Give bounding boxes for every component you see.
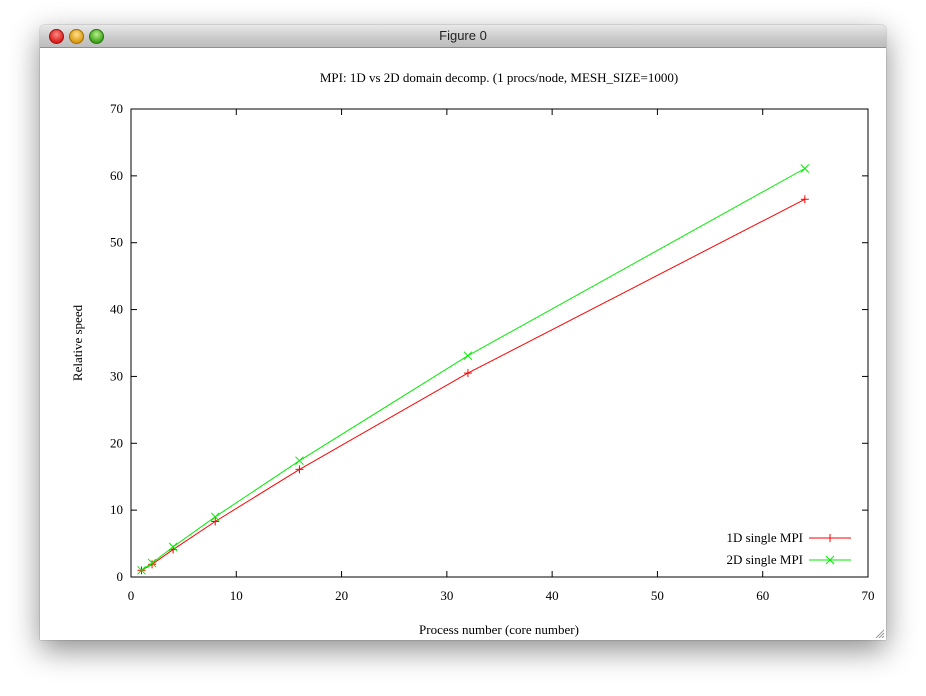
x-tick-label: 10: [230, 588, 243, 603]
close-window-button[interactable]: [49, 29, 64, 44]
series-line-2: [141, 168, 806, 571]
series-1-point: [211, 517, 220, 526]
x-tick-label: 50: [651, 588, 664, 603]
x-tick-label: 30: [440, 588, 453, 603]
y-tick-label: 0: [117, 569, 124, 584]
window-titlebar[interactable]: Figure 0: [40, 25, 886, 48]
series-2-point: [800, 164, 810, 173]
x-tick-label: 20: [335, 588, 348, 603]
y-tick-label: 10: [110, 502, 123, 517]
legend: 1D single MPI 2D single MPI: [726, 530, 851, 567]
y-tick-label: 30: [110, 368, 123, 383]
y-tick-label: 70: [110, 101, 123, 116]
series-2-point: [137, 565, 146, 575]
legend-label-2: 2D single MPI: [726, 552, 803, 567]
resize-grip-icon[interactable]: [874, 628, 884, 638]
legend-marker-1: [826, 534, 834, 542]
series-2-point: [295, 456, 304, 466]
x-tick-label: 40: [546, 588, 559, 603]
series-line-1: [141, 198, 806, 571]
plot-frame: [130, 108, 869, 578]
legend-marker-2: [825, 555, 835, 565]
chart-title: MPI: 1D vs 2D domain decomp. (1 procs/no…: [320, 70, 678, 85]
axis-ticks: 0 10 20 30 40 50 60 70 0 10 20 30 40 50 60 70: [110, 101, 875, 603]
y-tick-label: 40: [110, 302, 123, 317]
figure-window: Figure 0 MPI: 1D vs 2D domain decomp. (1…: [40, 25, 886, 640]
y-tick-label: 20: [110, 435, 123, 450]
series-2-point: [168, 542, 178, 552]
series-2-point: [147, 558, 157, 568]
window-title: Figure 0: [439, 28, 487, 43]
x-axis-label: Process number (core number): [419, 622, 579, 637]
zoom-window-button[interactable]: [89, 29, 104, 44]
x-tick-label: 0: [128, 588, 135, 603]
series-1-point: [295, 465, 304, 474]
x-tick-label: 60: [756, 588, 769, 603]
series-layer: [137, 164, 810, 575]
line-chart: MPI: 1D vs 2D domain decomp. (1 procs/no…: [70, 70, 875, 637]
series-2-point: [463, 351, 473, 361]
x-tick-label: 70: [862, 588, 875, 603]
y-tick-label: 60: [110, 168, 123, 183]
y-axis-label: Relative speed: [70, 304, 85, 381]
series-1-point: [463, 369, 472, 378]
minimize-window-button[interactable]: [69, 29, 84, 44]
series-1-point: [800, 195, 809, 204]
y-tick-label: 50: [110, 235, 123, 250]
legend-label-1: 1D single MPI: [726, 530, 803, 545]
series-2-point: [210, 512, 220, 522]
